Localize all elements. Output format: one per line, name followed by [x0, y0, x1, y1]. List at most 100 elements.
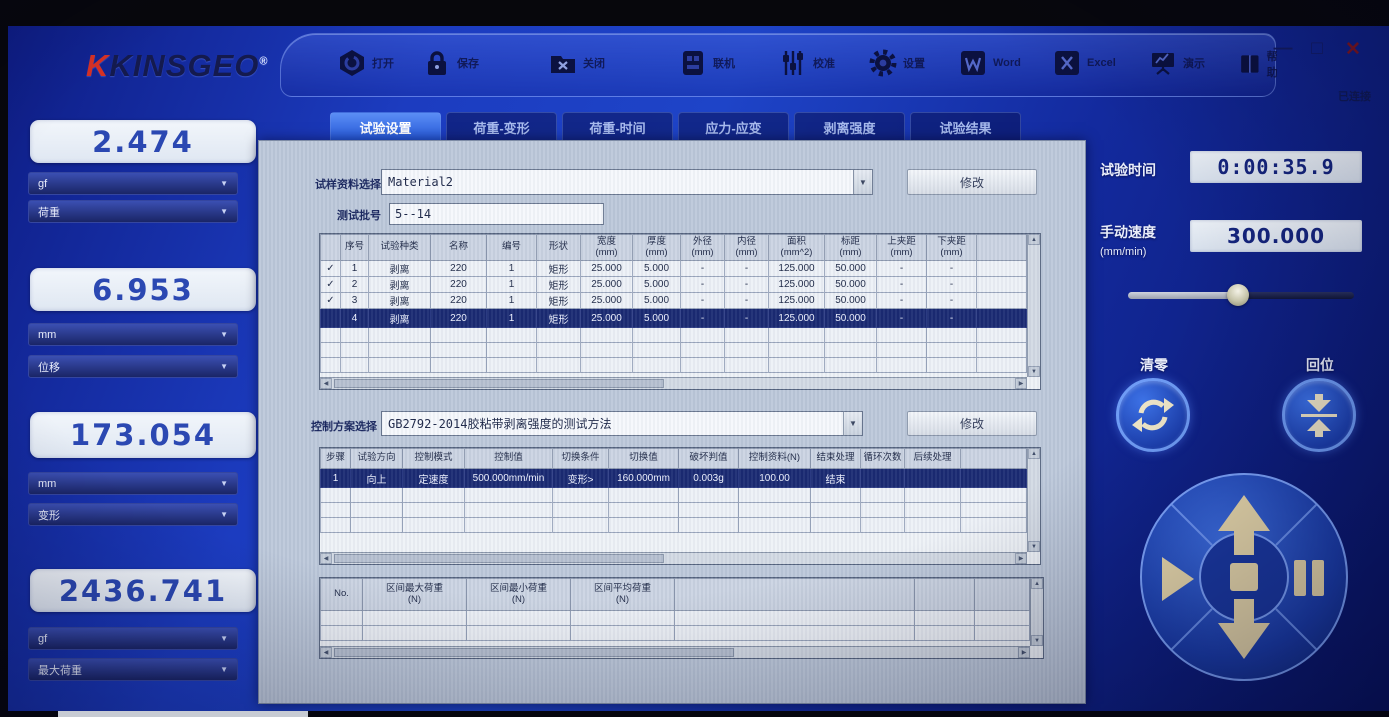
empty-table-row[interactable]: [320, 342, 1027, 358]
toolbar-calibrate-button[interactable]: 校准: [778, 48, 835, 78]
table-cell[interactable]: -: [926, 260, 977, 277]
scrollbar-thumb[interactable]: [334, 379, 664, 388]
table-cell[interactable]: 220: [430, 260, 487, 277]
horizontal-scrollbar[interactable]: ◀ ▶: [320, 552, 1027, 564]
table-cell[interactable]: 剥离: [368, 292, 431, 309]
table-cell[interactable]: 5.000: [632, 292, 681, 309]
table-cell[interactable]: 220: [430, 292, 487, 309]
table-cell[interactable]: 5.000: [632, 260, 681, 277]
table-cell[interactable]: 500.000mm/min: [464, 468, 553, 488]
toolbar-settings-button[interactable]: 设置: [868, 48, 925, 78]
table-cell[interactable]: -: [680, 260, 725, 277]
max-load-channel-dropdown[interactable]: 最大荷重 ▼: [28, 658, 238, 681]
table-cell[interactable]: ✓: [320, 276, 341, 293]
scrollbar-thumb[interactable]: [334, 554, 664, 563]
table-cell[interactable]: 1: [486, 292, 537, 309]
vertical-scrollbar[interactable]: ▲ ▼: [1027, 234, 1040, 377]
toolbar-word-button[interactable]: Word: [958, 48, 1021, 78]
tab-peel-strength[interactable]: 剥离强度: [794, 112, 905, 141]
toolbar-save-button[interactable]: 保存: [422, 48, 479, 78]
empty-table-row[interactable]: [320, 625, 1030, 641]
empty-table-row[interactable]: [320, 357, 1027, 373]
scrollbar-thumb[interactable]: [334, 648, 734, 657]
table-cell[interactable]: 1: [320, 468, 351, 488]
table-cell[interactable]: -: [926, 292, 977, 309]
table-cell[interactable]: 50.000: [824, 260, 877, 277]
table-cell[interactable]: 125.000: [768, 308, 825, 328]
table-cell[interactable]: 矩形: [536, 276, 581, 293]
horizontal-scrollbar[interactable]: ◀ ▶: [320, 377, 1027, 389]
table-cell[interactable]: 25.000: [580, 276, 633, 293]
scroll-down-button[interactable]: ▼: [1028, 541, 1040, 552]
scroll-up-button[interactable]: ▲: [1028, 234, 1040, 245]
batch-number-input[interactable]: [389, 203, 604, 225]
scroll-left-button[interactable]: ◀: [320, 553, 332, 564]
table-cell[interactable]: -: [926, 276, 977, 293]
table-cell[interactable]: -: [724, 260, 769, 277]
max-load-unit-dropdown[interactable]: gf ▼: [28, 627, 238, 650]
table-cell[interactable]: 结束: [810, 468, 861, 488]
table-cell[interactable]: 矩形: [536, 292, 581, 309]
modify-scheme-button[interactable]: 修改: [907, 411, 1037, 436]
table-cell[interactable]: -: [876, 308, 927, 328]
table-cell[interactable]: 5.000: [632, 276, 681, 293]
toolbar-excel-button[interactable]: Excel: [1052, 48, 1116, 78]
table-cell[interactable]: [976, 276, 1027, 293]
scroll-right-button[interactable]: ▶: [1018, 647, 1030, 658]
scroll-down-button[interactable]: ▼: [1031, 635, 1043, 646]
table-cell[interactable]: 向上: [350, 468, 403, 488]
table-cell[interactable]: -: [724, 308, 769, 328]
toolbar-help-button[interactable]: 帮助: [1238, 48, 1284, 80]
minimize-button[interactable]: —: [1273, 38, 1293, 59]
empty-table-row[interactable]: [320, 517, 1027, 533]
toolbar-open-button[interactable]: 打开: [337, 48, 394, 78]
table-cell[interactable]: [904, 468, 961, 488]
scroll-up-button[interactable]: ▲: [1031, 578, 1043, 589]
slider-knob[interactable]: [1227, 284, 1249, 306]
table-cell[interactable]: 2: [340, 276, 369, 293]
empty-table-row[interactable]: [320, 502, 1027, 518]
close-button[interactable]: ✕: [1345, 39, 1361, 60]
scroll-down-button[interactable]: ▼: [1028, 366, 1040, 377]
table-cell[interactable]: 变形>: [552, 468, 609, 488]
table-cell[interactable]: -: [680, 276, 725, 293]
stop-button[interactable]: [1230, 563, 1258, 591]
control-scheme-combobox[interactable]: GB2792-2014胶粘带剥离强度的测试方法 ▼: [381, 411, 863, 436]
table-cell[interactable]: 3: [340, 292, 369, 309]
table-row[interactable]: ✓ 1 剥离 220 1 矩形 25.000 5.000- -125.000 50.000- -: [320, 260, 1027, 277]
scroll-left-button[interactable]: ◀: [320, 378, 332, 389]
table-cell[interactable]: 1: [486, 308, 537, 328]
table-cell[interactable]: 矩形: [536, 308, 581, 328]
table-cell[interactable]: -: [724, 292, 769, 309]
table-cell[interactable]: 矩形: [536, 260, 581, 277]
table-cell[interactable]: -: [876, 260, 927, 277]
table-cell[interactable]: 1: [486, 276, 537, 293]
table-cell[interactable]: 25.000: [580, 260, 633, 277]
zero-button[interactable]: [1116, 378, 1190, 452]
maximize-button[interactable]: □: [1311, 38, 1323, 59]
tab-load-deformation[interactable]: 荷重-变形: [446, 112, 557, 141]
deformation-unit-dropdown[interactable]: mm ▼: [28, 472, 238, 495]
table-cell[interactable]: [976, 308, 1027, 328]
jog-up-button[interactable]: [1218, 495, 1270, 555]
scroll-left-button[interactable]: ◀: [320, 647, 332, 658]
table-cell[interactable]: 100.00: [738, 468, 811, 488]
table-row[interactable]: ✓ 2 剥离 220 1 矩形 25.000 5.000- -125.000 50.000- -: [320, 276, 1027, 293]
table-cell[interactable]: 125.000: [768, 276, 825, 293]
table-cell[interactable]: 125.000: [768, 292, 825, 309]
table-cell[interactable]: ✓: [320, 292, 341, 309]
table-cell[interactable]: [960, 468, 1027, 488]
table-cell[interactable]: 50.000: [824, 276, 877, 293]
empty-table-row[interactable]: [320, 610, 1030, 626]
table-cell[interactable]: 剥离: [368, 260, 431, 277]
tab-test-results[interactable]: 试验结果: [910, 112, 1021, 141]
empty-table-row[interactable]: [320, 327, 1027, 343]
material-select-combobox[interactable]: Material2 ▼: [381, 169, 873, 195]
toolbar-close-file-button[interactable]: 关闭: [548, 48, 605, 78]
start-button[interactable]: [1162, 557, 1194, 601]
horizontal-scrollbar[interactable]: ◀ ▶: [320, 646, 1030, 658]
manual-speed-slider[interactable]: [1128, 284, 1354, 306]
table-cell[interactable]: 50.000: [824, 292, 877, 309]
jog-down-button[interactable]: [1218, 599, 1270, 659]
tab-test-setup[interactable]: 试验设置: [330, 112, 441, 141]
